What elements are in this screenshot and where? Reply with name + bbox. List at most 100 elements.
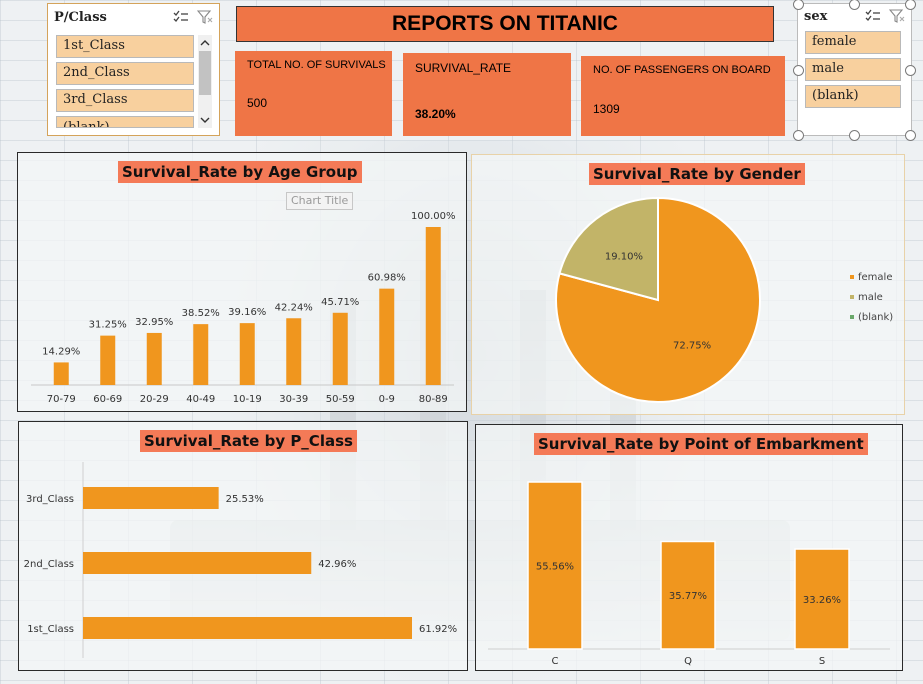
x-tick-label: 10-19 <box>233 394 262 405</box>
kpi-value: 500 <box>247 96 268 110</box>
multi-select-icon[interactable] <box>173 10 189 24</box>
kpi-label: NO. OF PASSENGERS ON BOARD <box>593 64 771 76</box>
age-group-chart-panel[interactable]: Survival_Rate by Age Group 14.29% 70-79 31… <box>17 152 467 412</box>
data-label: 61.92% <box>419 624 457 635</box>
resize-handle[interactable] <box>905 130 916 141</box>
gender-pie-chart[interactable]: 72.75% 19.10% female male (blank) <box>472 155 904 414</box>
bar <box>286 318 302 385</box>
scroll-up-icon[interactable] <box>198 37 212 49</box>
embarkment-bar-chart[interactable]: 55.56% C 35.77% Q 33.26% S <box>476 425 902 670</box>
slicer-item-2nd-class[interactable]: 2nd_Class <box>56 62 194 85</box>
legend-label: male <box>858 292 883 303</box>
slicer-item-female[interactable]: female <box>805 31 901 54</box>
pie-slice <box>558 196 659 302</box>
data-label: 32.95% <box>135 317 173 328</box>
resize-handle[interactable] <box>849 130 860 141</box>
legend-swatch <box>850 275 854 279</box>
sex-slicer-title: sex <box>804 8 828 24</box>
data-label: 25.53% <box>226 494 264 505</box>
data-label: 19.10% <box>605 251 643 262</box>
report-title: REPORTS ON TITANIC <box>236 6 774 42</box>
y-tick-label: 3rd_Class <box>26 494 74 505</box>
x-tick-label: 40-49 <box>186 394 215 405</box>
slicer-item-3rd-class[interactable]: 3rd_Class <box>56 89 194 112</box>
resize-handle[interactable] <box>849 0 860 10</box>
x-tick-label: S <box>819 656 825 667</box>
kpi-passengers-on-board: NO. OF PASSENGERS ON BOARD 1309 <box>581 56 785 136</box>
pclass-slicer-title: P/Class <box>54 9 107 25</box>
data-label: 100.00% <box>411 211 456 222</box>
bar <box>425 227 441 385</box>
bar <box>83 552 312 574</box>
kpi-label: SURVIVAL_RATE <box>415 61 512 75</box>
clear-filter-icon[interactable] <box>197 10 213 24</box>
pclass-slicer[interactable]: P/Class 1st_Class 2nd_Class 3rd_Class (b… <box>47 3 220 136</box>
resize-handle[interactable] <box>793 65 804 76</box>
data-label: 33.26% <box>803 595 841 606</box>
pie-slice <box>555 196 761 403</box>
bar <box>53 362 69 385</box>
x-tick-label: C <box>552 656 559 667</box>
bar <box>100 335 116 385</box>
scroll-thumb[interactable] <box>199 51 211 95</box>
multi-select-icon[interactable] <box>865 9 881 23</box>
x-tick-label: 70-79 <box>47 394 76 405</box>
gender-chart-panel[interactable]: Survival_Rate by Gender 72.75% 19.10% fema… <box>471 154 905 415</box>
x-tick-label: 60-69 <box>93 394 122 405</box>
resize-handle[interactable] <box>905 65 916 76</box>
slicer-item-blank[interactable]: (blank) <box>805 85 901 108</box>
data-label: 38.52% <box>182 308 220 319</box>
slicer-scrollbar[interactable] <box>198 35 212 128</box>
kpi-value: 1309 <box>593 102 620 116</box>
resize-handle[interactable] <box>793 0 804 10</box>
data-label: 42.24% <box>275 302 313 313</box>
y-tick-label: 1st_Class <box>27 624 74 635</box>
x-tick-label: 0-9 <box>379 394 395 405</box>
bar <box>146 332 162 385</box>
bar <box>332 312 348 385</box>
data-label: 31.25% <box>89 320 127 331</box>
data-label: 60.98% <box>368 273 406 284</box>
data-label: 35.77% <box>669 591 707 602</box>
data-label: 72.75% <box>673 341 711 352</box>
data-label: 55.56% <box>536 562 574 573</box>
bar <box>239 323 255 385</box>
bar <box>527 481 583 650</box>
data-label: 42.96% <box>318 559 356 570</box>
legend-label: (blank) <box>858 312 893 323</box>
y-tick-label: 2nd_Class <box>24 559 74 570</box>
pclass-chart-panel[interactable]: Survival_Rate by P_Class 25.53% 3rd_Class… <box>18 421 468 671</box>
kpi-total-survivals: TOTAL NO. OF SURVIVALS 500 <box>235 51 392 136</box>
data-label: 45.71% <box>321 297 359 308</box>
bar <box>794 548 850 650</box>
x-tick-label: 30-39 <box>279 394 308 405</box>
resize-handle[interactable] <box>793 130 804 141</box>
data-label: 39.16% <box>228 307 266 318</box>
clear-filter-icon[interactable] <box>889 9 905 23</box>
x-tick-label: Q <box>684 656 692 667</box>
x-tick-label: 80-89 <box>419 394 448 405</box>
chart-title: Survival_Rate by Age Group <box>118 161 362 183</box>
kpi-value: 38.20% <box>415 107 456 121</box>
kpi-survival-rate: SURVIVAL_RATE 38.20% <box>403 53 571 136</box>
pclass-bar-chart[interactable]: 25.53% 3rd_Class 42.96% 2nd_Class 61.92% 1st_… <box>19 422 467 670</box>
slicer-item-male[interactable]: male <box>805 58 901 81</box>
chart-title: Survival_Rate by Gender <box>589 163 805 185</box>
slicer-item-blank[interactable]: (blank) <box>56 116 194 128</box>
scroll-down-icon[interactable] <box>198 114 212 126</box>
legend-swatch <box>850 295 854 299</box>
data-label: 14.29% <box>42 346 80 357</box>
bar <box>193 324 209 385</box>
sex-slicer[interactable]: sex female male (blank) <box>793 0 916 141</box>
x-tick-label: 20-29 <box>140 394 169 405</box>
x-tick-label: 50-59 <box>326 394 355 405</box>
embarkment-chart-panel[interactable]: Survival_Rate by Point of Embarkment 55.… <box>475 424 903 671</box>
resize-handle[interactable] <box>905 0 916 10</box>
chart-title-placeholder[interactable]: Chart Title <box>286 192 354 210</box>
bar <box>83 487 219 509</box>
age-group-bar-chart[interactable]: 14.29% 70-79 31.25% 60-69 32.95% 20-29 38.52% 4… <box>18 153 466 411</box>
legend-swatch <box>850 315 854 319</box>
bar <box>379 288 395 385</box>
slicer-item-1st-class[interactable]: 1st_Class <box>56 35 194 58</box>
bar <box>83 617 412 639</box>
